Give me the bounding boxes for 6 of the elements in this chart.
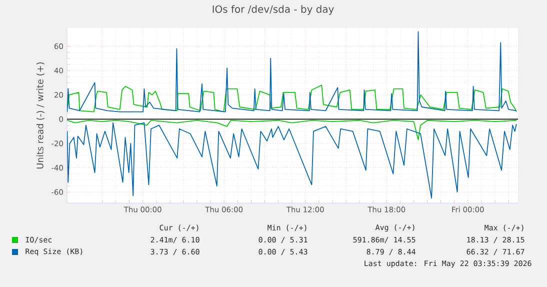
line-series <box>67 31 517 112</box>
line-series <box>67 122 517 199</box>
chart-title: IOs for /dev/sda - by day <box>212 5 334 15</box>
line-series <box>67 120 517 140</box>
y-axis-title: Units read (-) / write (+) <box>36 62 44 169</box>
line-series <box>67 84 517 112</box>
